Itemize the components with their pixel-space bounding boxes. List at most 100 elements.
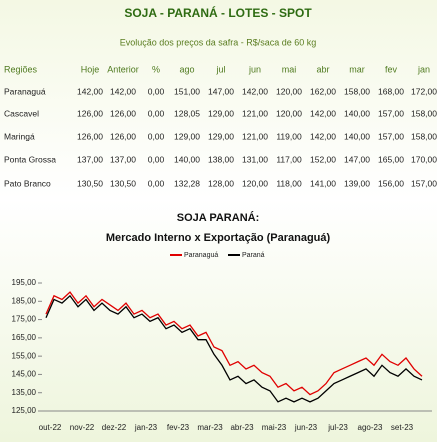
table-header: abr — [316, 64, 329, 74]
table-cell: 140,00 — [174, 154, 200, 164]
y-tick-label: 195,00 — [12, 278, 37, 287]
table-header: ago — [179, 64, 194, 74]
table-cell: 158,00 — [411, 131, 437, 141]
table-cell: 0,00 — [148, 108, 165, 118]
table-header: jun — [248, 64, 261, 74]
table-cell: 137,00 — [77, 154, 103, 164]
x-tick-label: mai-23 — [262, 423, 287, 432]
table-header: jan — [417, 64, 430, 74]
y-tick-label: 135,00 — [12, 388, 37, 397]
table-cell: 137,00 — [110, 154, 136, 164]
x-tick-label: mar-23 — [197, 423, 223, 432]
y-tick-label: 185,00 — [12, 296, 37, 305]
table-cell: 0,00 — [148, 131, 165, 141]
table-cell: 120,00 — [276, 86, 302, 96]
y-tick-label: 145,00 — [12, 370, 37, 379]
x-tick-label: dez-22 — [102, 423, 127, 432]
table-cell: 126,00 — [77, 131, 103, 141]
table-cell: 157,00 — [378, 108, 404, 118]
table-cell: 128,05 — [174, 108, 200, 118]
table-cell: 147,00 — [208, 86, 234, 96]
table-header: Anterior — [107, 64, 139, 74]
table-cell: 126,00 — [110, 131, 136, 141]
table-cell: 165,00 — [378, 154, 404, 164]
table-cell: 158,00 — [344, 86, 370, 96]
table-cell: 126,00 — [77, 108, 103, 118]
y-tick-label: 155,00 — [12, 351, 37, 360]
table-cell: 139,00 — [344, 178, 370, 188]
table-cell: 129,00 — [174, 131, 200, 141]
table-cell: 132,28 — [174, 178, 200, 188]
table-cell: 142,00 — [242, 86, 268, 96]
table-cell: 138,00 — [208, 154, 234, 164]
table-header: jul — [215, 64, 225, 74]
x-tick-label: jan-23 — [134, 423, 158, 432]
y-tick-label: 165,00 — [12, 333, 37, 342]
x-tick-label: nov-22 — [70, 423, 95, 432]
table-cell: 126,00 — [110, 108, 136, 118]
table-cell: 158,00 — [411, 108, 437, 118]
table-subtitle: Evolução dos preços da safra - R$/saca d… — [120, 37, 317, 47]
table-cell: Paranaguá — [4, 86, 46, 96]
table-cell: 117,00 — [276, 154, 302, 164]
x-tick-label: set-23 — [391, 423, 414, 432]
chart-subtitle: Mercado Interno x Exportação (Paranaguá) — [106, 232, 331, 244]
table-cell: 0,00 — [148, 178, 165, 188]
table-cell: 128,00 — [208, 178, 234, 188]
table-cell: 118,00 — [276, 178, 302, 188]
table-cell: 130,50 — [110, 178, 136, 188]
table-cell: 142,00 — [77, 86, 103, 96]
table-cell: 140,00 — [344, 108, 370, 118]
table-header: mar — [349, 64, 365, 74]
table-cell: 152,00 — [310, 154, 336, 164]
table-cell: 168,00 — [378, 86, 404, 96]
table-cell: 157,00 — [378, 131, 404, 141]
table-cell: 141,00 — [310, 178, 336, 188]
table-cell: 162,00 — [310, 86, 336, 96]
y-tick-label: 175,00 — [12, 315, 37, 324]
x-tick-label: out-22 — [39, 423, 62, 432]
table-title: SOJA - PARANÁ - LOTES - SPOT — [124, 5, 312, 20]
x-tick-label: jul-23 — [327, 423, 348, 432]
table-cell: 147,00 — [344, 154, 370, 164]
table-cell: 129,00 — [208, 108, 234, 118]
table-cell: 142,00 — [110, 86, 136, 96]
table-cell: Maringá — [4, 131, 35, 141]
table-cell: 129,00 — [208, 131, 234, 141]
table-cell: 172,00 — [411, 86, 437, 96]
table-cell: 170,00 — [411, 154, 437, 164]
table-cell: 120,00 — [242, 178, 268, 188]
table-cell: Pato Branco — [4, 178, 51, 188]
table-header: mai — [282, 64, 297, 74]
table-header: fev — [385, 64, 398, 74]
table-cell: 120,00 — [276, 108, 302, 118]
legend-label: Paranaguá — [184, 252, 218, 259]
table-cell: 142,00 — [310, 108, 336, 118]
table-cell: 156,00 — [378, 178, 404, 188]
content: Regiões Hoje Anterior% ago jul jun mai abr mar fe… — [4, 64, 437, 432]
table-cell: 119,00 — [276, 131, 302, 141]
chart-title: SOJA PARANÁ: — [177, 211, 260, 224]
table-cell: 151,00 — [174, 86, 200, 96]
line-series — [45, 291, 423, 396]
x-tick-label: fev-23 — [167, 423, 190, 432]
x-tick-label: abr-23 — [230, 423, 254, 432]
table-cell: 142,00 — [310, 131, 336, 141]
table-header: Regiões — [4, 64, 38, 74]
table-cell: 121,00 — [242, 108, 268, 118]
line-series — [45, 294, 423, 403]
table-cell: Cascavel — [4, 108, 39, 118]
table-cell: 121,00 — [242, 131, 268, 141]
legend-label: Paraná — [242, 252, 265, 259]
table-cell: 157,00 — [411, 178, 437, 188]
x-tick-label: ago-23 — [358, 423, 383, 432]
table-cell: 0,00 — [148, 154, 165, 164]
table-header: Hoje — [81, 64, 100, 74]
table-cell: 0,00 — [148, 86, 165, 96]
table-cell: 130,50 — [77, 178, 103, 188]
table-cell: 131,00 — [242, 154, 268, 164]
table-cell: 140,00 — [344, 131, 370, 141]
x-tick-label: jun-23 — [294, 423, 318, 432]
